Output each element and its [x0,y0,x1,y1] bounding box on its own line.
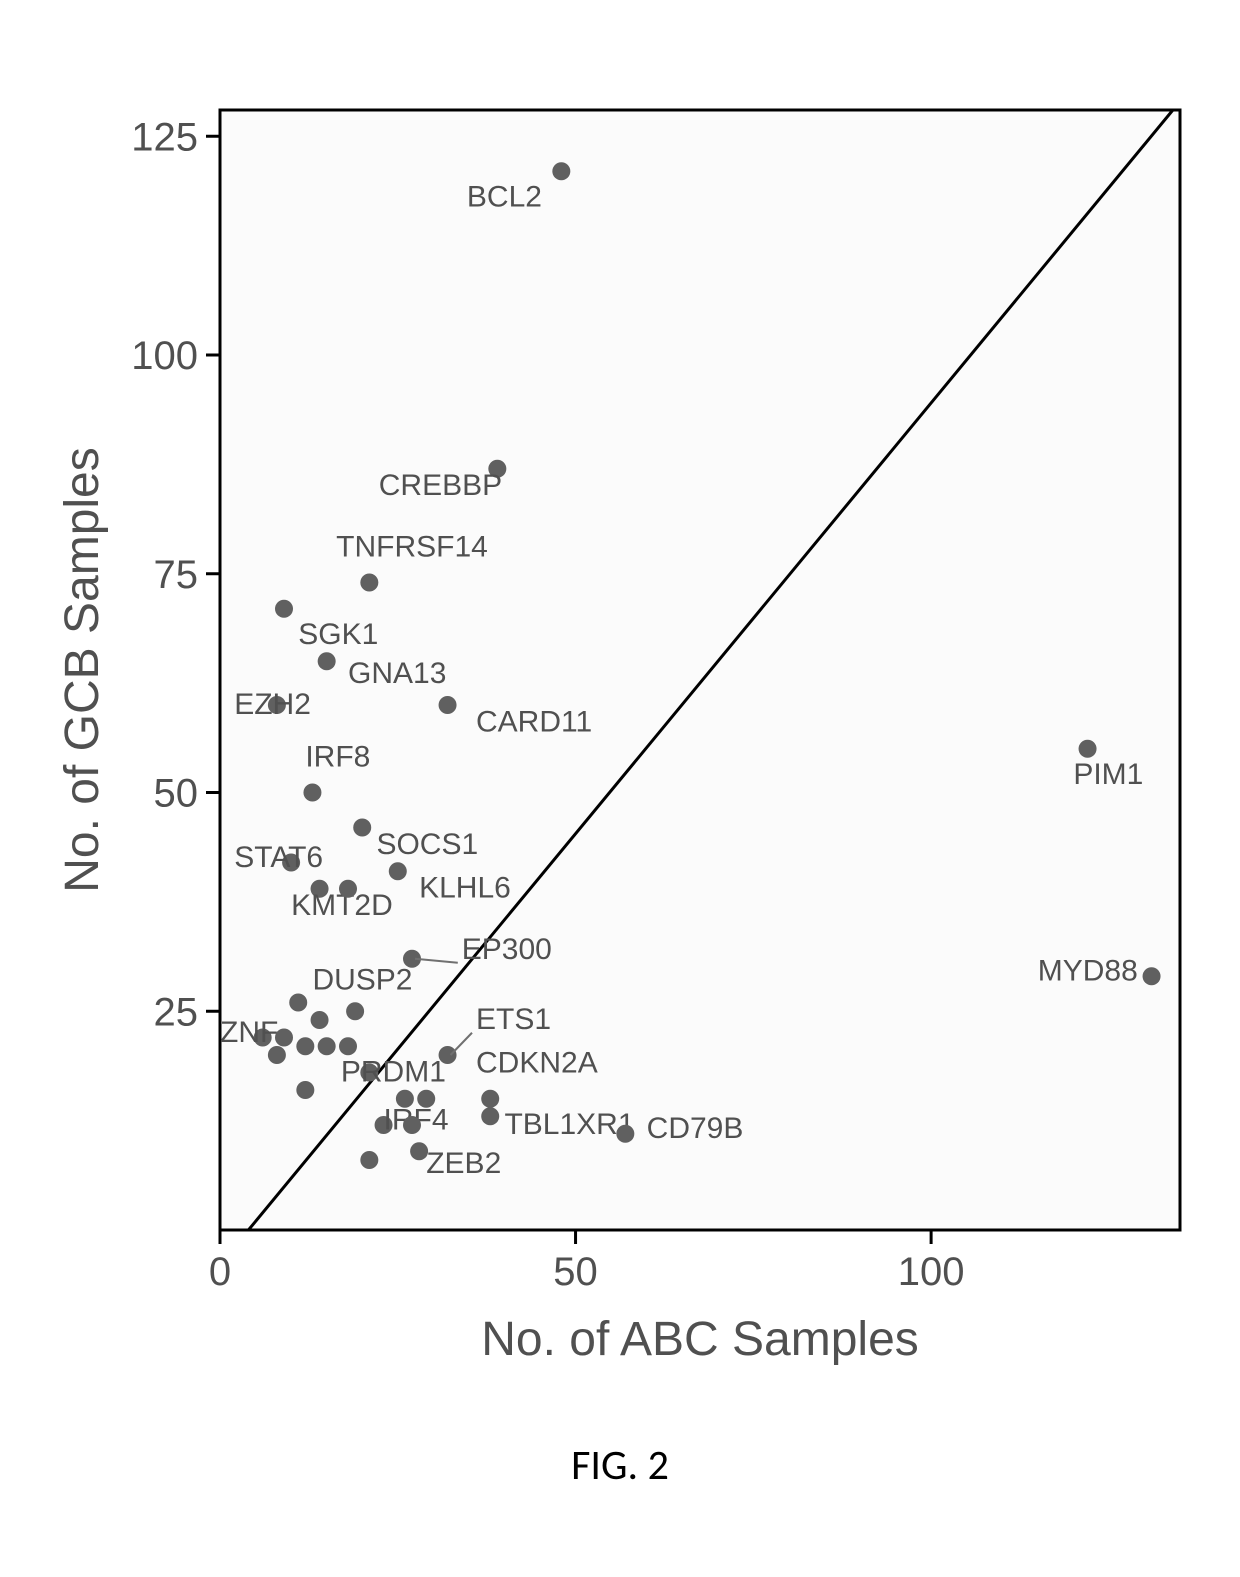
data-point [353,819,371,837]
point-label: TBL1XR1 [504,1108,634,1141]
data-point [339,1037,357,1055]
data-point [481,1107,499,1125]
data-point [303,784,321,802]
y-tick-label: 125 [131,115,198,159]
page: 0 50 100 25 50 75 100 125 No. of ABC Samples No. … [0,0,1240,1577]
point-label: IRF8 [305,740,370,773]
y-tick-label: 25 [154,990,199,1034]
data-point [403,1116,421,1134]
y-axis-label: No. of GCB Samples [56,447,109,893]
point-label: BCL2 [467,180,542,213]
data-point [616,1125,634,1143]
y-tick-label: 100 [131,334,198,378]
y-tick-label: 50 [154,772,199,816]
point-label: ETS1 [476,1003,551,1036]
data-point [360,1151,378,1169]
x-tick-label: 100 [898,1250,965,1294]
x-axis-label: No. of ABC Samples [481,1313,919,1366]
scatter-chart: 0 50 100 25 50 75 100 125 No. of ABC Samples No. … [50,100,1190,1400]
data-point [552,162,570,180]
point-label: CARD11 [476,705,592,738]
point-label: PRDM1 [341,1055,446,1088]
data-point [481,1090,499,1108]
point-label: ZEB2 [426,1147,501,1180]
point-label: PIM1 [1073,758,1143,791]
point-label: EP300 [462,933,552,966]
data-point [268,1046,286,1064]
data-point [275,600,293,618]
point-label: DUSP2 [312,963,412,996]
x-tick-label: 0 [209,1250,231,1294]
point-label: CREBBP [379,469,502,502]
data-point [289,994,307,1012]
point-label: TNFRSF14 [336,530,488,563]
data-point [339,880,357,898]
point-label: SOCS1 [376,828,478,861]
figure-caption: FIG. 2 [0,1440,1240,1491]
data-point [318,652,336,670]
data-point [346,1002,364,1020]
point-label: ZNF [220,1016,278,1049]
data-point [439,696,457,714]
data-point [360,574,378,592]
point-label: SGK1 [298,618,378,651]
data-point [311,1011,329,1029]
point-label: EZH2 [234,688,311,721]
point-label: GNA13 [348,657,446,690]
point-label: STAT6 [234,841,323,874]
data-point [389,862,407,880]
data-point [1143,967,1161,985]
x-tick-label: 50 [553,1250,598,1294]
data-point [296,1081,314,1099]
data-point [1079,740,1097,758]
y-tick-label: 75 [154,553,199,597]
point-label: CDKN2A [476,1047,598,1080]
point-label: MYD88 [1038,955,1138,988]
chart-svg: 0 50 100 25 50 75 100 125 No. of ABC Samples No. … [50,100,1190,1400]
data-point [275,1029,293,1047]
data-point [296,1037,314,1055]
point-label: CD79B [647,1112,744,1145]
data-point [318,1037,336,1055]
point-label: KLHL6 [419,872,511,905]
